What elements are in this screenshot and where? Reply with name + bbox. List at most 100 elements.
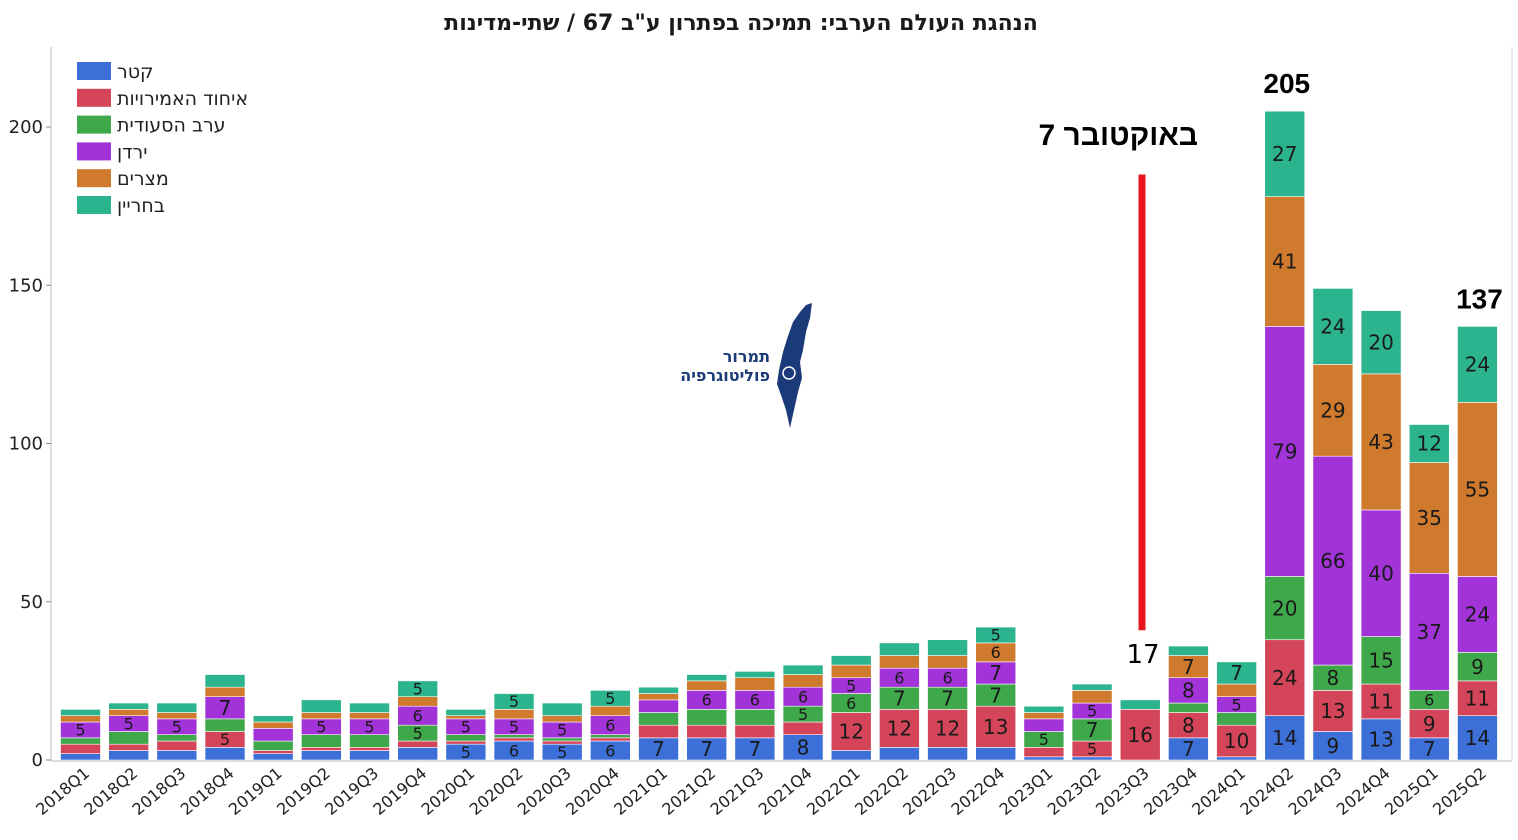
bar-segment (734, 677, 776, 691)
bar-segment (879, 655, 920, 669)
bar-segment (445, 740, 487, 745)
bar-segment (252, 721, 294, 729)
bar-segment (1216, 683, 1257, 697)
bar-segment (108, 743, 149, 751)
x-tick-label: 2022Q1 (803, 764, 864, 819)
october-7-label: 7 באוקטובר (1038, 119, 1198, 152)
bar-segment (60, 709, 101, 716)
x-tick-label: 2022Q3 (899, 764, 960, 819)
bar-segment (638, 699, 679, 713)
bar-segment (1457, 326, 1498, 403)
bar-value-label: 6 (846, 694, 856, 713)
bar-value-label: 6 (702, 691, 712, 710)
bar-segment (204, 686, 246, 698)
y-tick-label: 150 (9, 275, 43, 296)
bar-segment (1264, 639, 1306, 716)
bar-value-label: 7 (1182, 737, 1195, 761)
watermark-line2: פוליטוגרפיה (680, 366, 770, 385)
bar-stack-2019Q2: 5 (301, 699, 342, 761)
bar-value-label: 5 (75, 721, 85, 740)
bar-value-label: 5 (846, 676, 856, 695)
x-tick-label: 2025Q1 (1381, 764, 1442, 819)
bar-segment (445, 709, 487, 716)
bar-segment (1023, 718, 1065, 732)
bar-value-label: 5 (605, 689, 615, 708)
bar-value-label: 41 (1272, 250, 1297, 274)
x-tick-label: 2018Q3 (129, 764, 190, 819)
bar-value-label: 14 (1272, 726, 1297, 750)
bar-segment (349, 747, 390, 751)
bar-segment (252, 750, 294, 754)
bar-segment (1312, 690, 1354, 732)
bar-value-label: 79 (1272, 440, 1297, 464)
bar-value-label: 6 (750, 691, 760, 710)
bar-value-label: 13 (1368, 728, 1393, 752)
bar-segment (1071, 690, 1113, 704)
y-axis: 0 50 100 150 200 (9, 117, 51, 771)
bar-value-label: 43 (1368, 430, 1393, 454)
bar-value-label: 12 (887, 717, 912, 741)
bar-segment (1264, 326, 1306, 577)
bar-value-label: 9 (1327, 734, 1340, 758)
bar-segment (927, 709, 968, 748)
bar-segment (397, 680, 438, 697)
bar-segment (1360, 373, 1402, 511)
legend-swatch (77, 142, 111, 161)
bar-segment (252, 728, 294, 742)
bar-segment (1071, 683, 1113, 691)
bar-segment (975, 626, 1017, 644)
legend-swatch (77, 196, 111, 214)
bar-stack-2019Q1 (252, 715, 294, 761)
annotation-note: 17 (1126, 640, 1159, 670)
bar-segment (1408, 424, 1450, 463)
bar-segment (1408, 462, 1450, 574)
bar-segment (975, 705, 1017, 748)
x-tick-label: 2020Q1 (418, 764, 479, 819)
bar-segment (1408, 572, 1450, 691)
bar-segment (1360, 310, 1402, 375)
bar-segment (108, 731, 149, 745)
bar-segment (156, 712, 198, 720)
bar-value-label: 7 (1423, 737, 1436, 761)
bar-stack-2018Q4: 57 (204, 674, 246, 761)
bar-segment (541, 740, 583, 745)
bar-segment (1216, 712, 1257, 726)
bar-stack-2023Q2: 575 (1071, 683, 1113, 761)
x-tick-label: 2019Q3 (321, 764, 382, 819)
bar-stack-2019Q4: 565 (397, 680, 438, 761)
bar-segment (1264, 715, 1306, 761)
bar-segment (927, 639, 968, 656)
legend: קטר איחוד האמירויות ערב הסעודית ירדן מצרים בח… (77, 61, 248, 217)
bar-segment (927, 747, 968, 761)
bar-value-label: 7 (989, 683, 1002, 707)
bar-segment (734, 724, 776, 739)
bar-value-label: 12 (1417, 432, 1442, 456)
bar-value-label: 12 (838, 720, 863, 744)
x-axis: 2018Q12018Q22018Q32018Q42019Q12019Q22019… (32, 764, 1490, 819)
legend-label: ערב הסעודית (117, 115, 226, 137)
bar-value-label: 8 (1182, 679, 1195, 703)
bar-segment (108, 702, 149, 710)
bar-segment (1360, 509, 1402, 637)
x-tick-label: 2020Q4 (562, 764, 623, 819)
bar-segment (1312, 664, 1354, 691)
bar-segment (1216, 661, 1257, 685)
bar-value-label: 8 (797, 736, 810, 760)
legend-swatch (77, 62, 111, 80)
bar-segment (879, 642, 920, 656)
bar-segment (204, 718, 246, 732)
bar-value-label: 16 (1128, 723, 1153, 747)
bar-segment (590, 734, 631, 739)
x-tick-label: 2019Q4 (369, 764, 430, 819)
bar-value-label: 20 (1368, 330, 1393, 354)
legend-swatch (77, 169, 111, 188)
bar-segment (1119, 699, 1161, 710)
bar-stack-2021Q4: 8 56 (782, 664, 824, 761)
bar-segment (590, 690, 631, 707)
bar-value-label: 10 (1224, 729, 1249, 753)
bar-value-label: 5 (172, 718, 182, 737)
bar-segment (734, 709, 776, 726)
